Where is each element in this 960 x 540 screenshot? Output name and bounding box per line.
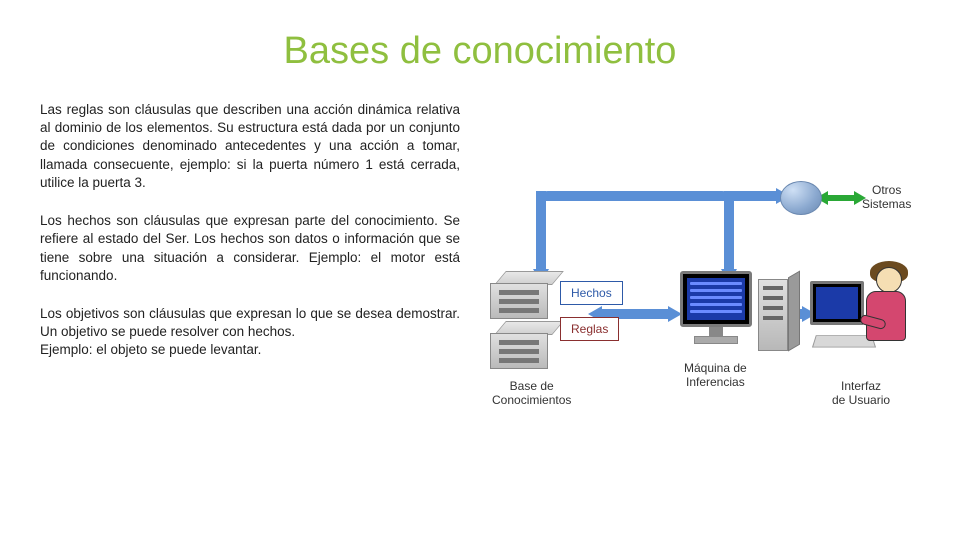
user-interface-icon — [810, 261, 920, 371]
paragraph-hechos: Los hechos son cláusulas que expresan pa… — [40, 212, 460, 285]
expert-system-diagram: Hechos Reglas — [480, 141, 910, 421]
kb-caption: Base de Conocimientos — [492, 379, 571, 407]
knowledge-base-icon — [490, 271, 548, 371]
text-column: Las reglas son cláusulas que describen u… — [40, 101, 460, 421]
other-systems-sphere-icon — [780, 181, 822, 215]
arrow-top-bar — [540, 191, 730, 201]
hechos-label: Hechos — [560, 281, 623, 305]
arrow-top-down-left — [536, 191, 546, 271]
slide-title: Bases de conocimiento — [40, 30, 920, 73]
arrow-top-down-mid — [724, 191, 734, 271]
otros-caption: Otros Sistemas — [862, 183, 911, 211]
reglas-label: Reglas — [560, 317, 619, 341]
diagram-column: Hechos Reglas — [480, 101, 920, 421]
slide: Bases de conocimiento Las reglas son clá… — [0, 0, 960, 540]
inference-machine-icon — [680, 271, 752, 344]
paragraph-objetivos: Los objetivos son cláusulas que expresan… — [40, 305, 460, 360]
inference-caption: Máquina de Inferencias — [684, 361, 747, 389]
arrow-sphere-to-otros — [826, 195, 856, 201]
arrow-to-sphere — [730, 191, 778, 201]
server-top-icon — [490, 271, 548, 317]
paragraph-reglas: Las reglas son cláusulas que describen u… — [40, 101, 460, 192]
user-caption: Interfaz de Usuario — [832, 379, 890, 407]
server-bottom-icon — [490, 321, 548, 367]
content-columns: Las reglas son cláusulas que describen u… — [40, 101, 920, 421]
